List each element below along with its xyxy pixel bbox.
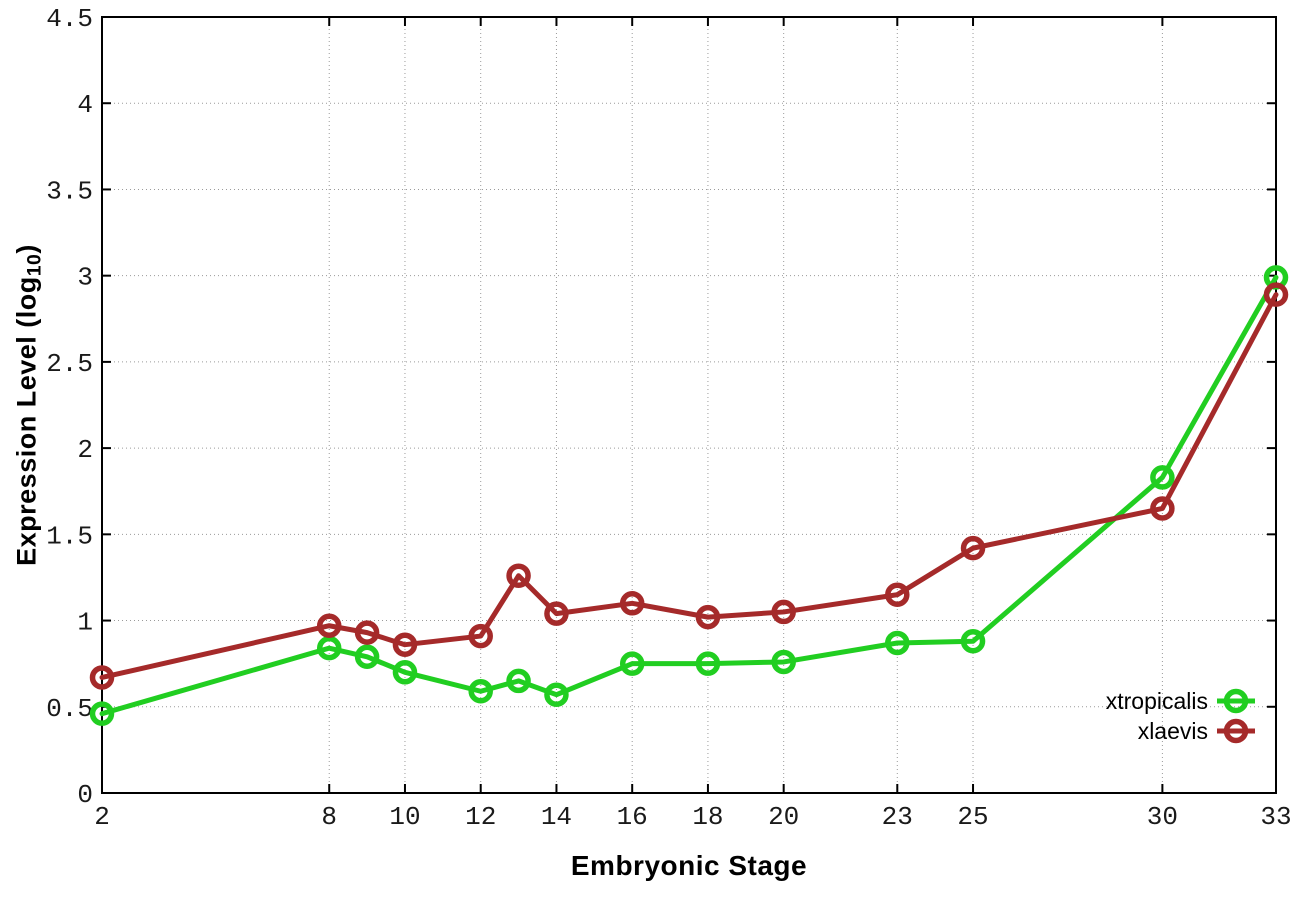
x-tick-label: 16 [617,802,648,832]
data-point-xlaevis [392,632,418,657]
y-tick-label: 1 [77,608,93,638]
data-point-xtropicalis [1150,465,1175,490]
y-tick-label: 0.5 [46,694,93,724]
legend-label-xlaevis: xlaevis [1137,718,1208,744]
legend-entry-xtropicalis: xtropicalis [0,686,1255,716]
series-line-xtropicalis [99,274,1279,717]
y-tick-label: 2.5 [46,349,93,379]
data-point-xlaevis [544,601,569,626]
x-tick-label: 33 [1260,802,1291,832]
data-point-xtropicalis [468,679,493,704]
data-point-xlaevis [1263,282,1289,307]
y-tick-label: 1.5 [46,521,93,551]
y-tick-label: 4.5 [46,4,93,34]
x-tick-label: 8 [321,802,337,832]
y-tick-label: 2 [77,435,93,465]
data-point-xlaevis [468,623,493,649]
data-point-xtropicalis [392,660,418,685]
x-tick-label: 14 [541,802,572,832]
legend-entry-xlaevis: xlaevis [0,716,1255,746]
x-tick-label: 10 [389,802,420,832]
x-tick-label: 23 [882,802,913,832]
data-point-xtropicalis [960,628,986,654]
x-tick-label: 12 [465,802,496,832]
data-point-xtropicalis [506,668,531,694]
data-point-xlaevis [316,613,342,638]
data-point-xlaevis [960,535,986,561]
series-line-xlaevis [99,292,1279,680]
x-tick-label: 18 [692,802,723,832]
y-tick-label: 3 [77,263,93,293]
data-point-xtropicalis [544,682,569,707]
data-point-xlaevis [506,563,531,588]
data-point-xtropicalis [354,644,380,670]
data-point-xlaevis [1150,496,1175,521]
x-tick-label: 30 [1147,802,1178,832]
legend-label-xtropicalis: xtropicalis [1105,688,1208,714]
legend-marker-xtropicalis [1217,688,1255,714]
legend-sample-circle [1223,688,1249,714]
y-axis-label-close: ) [11,244,42,254]
y-axis-label: Expression Level (log10) [12,244,47,566]
data-point-xlaevis [354,620,380,645]
x-tick-label: 2 [94,802,110,832]
y-tick-label: 3.5 [46,176,93,206]
x-tick-label: 20 [768,802,799,832]
y-axis-label-text: Expression Level (log [11,276,42,566]
x-axis-label: Embryonic Stage [570,850,808,881]
data-point-xlaevis [619,591,645,616]
y-tick-label: 0 [77,780,93,810]
data-point-xlaevis [89,665,115,690]
y-tick-label: 4 [77,90,93,120]
data-point-xtropicalis [885,630,910,656]
data-point-xtropicalis [619,651,645,676]
legend-marker-xlaevis [1217,718,1255,744]
legend-sample-circle [1223,718,1249,744]
data-point-xlaevis [771,599,796,625]
plot-border [101,16,1277,794]
data-point-xlaevis [695,604,721,630]
data-point-xtropicalis [316,635,342,661]
data-point-xtropicalis [771,649,796,675]
x-tick-label: 25 [957,802,988,832]
y-axis-label-subscript: 10 [23,253,46,277]
data-point-xtropicalis [89,701,115,726]
data-point-xtropicalis [695,651,721,676]
legend: xtropicalis xlaevis [0,686,1255,746]
data-point-xlaevis [885,582,910,607]
